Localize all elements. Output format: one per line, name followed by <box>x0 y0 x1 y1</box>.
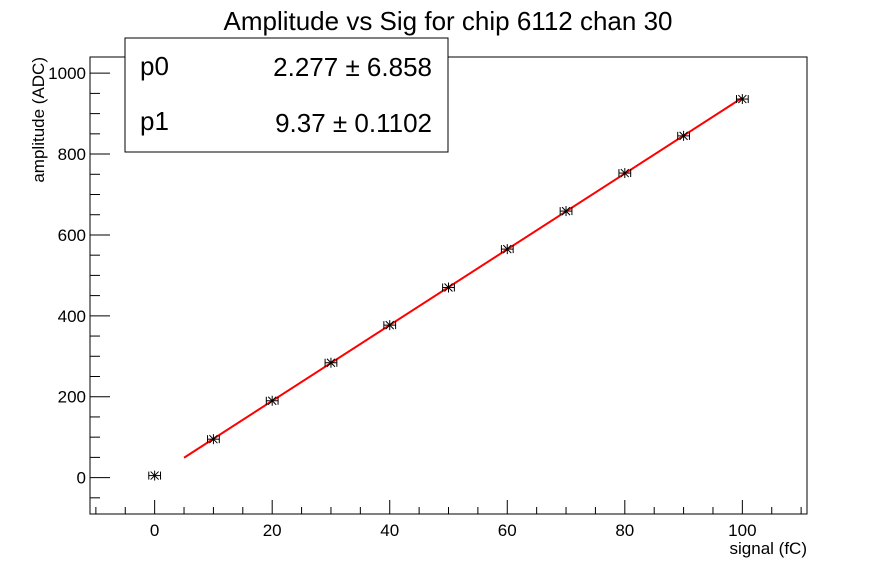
chart-title: Amplitude vs Sig for chip 6112 chan 30 <box>223 6 672 36</box>
data-point <box>500 244 514 255</box>
data-point <box>148 470 162 481</box>
data-point <box>383 320 397 331</box>
y-axis: 0 200 400 600 800 1000 <box>48 64 110 499</box>
data-point <box>618 168 632 179</box>
y-tick-label: 1000 <box>48 64 86 83</box>
fit-parameters-box: p0 2.277 ± 6.858 p1 9.37 ± 0.1102 <box>124 37 449 153</box>
data-point <box>207 434 220 445</box>
y-tick-label: 600 <box>58 226 86 245</box>
x-tick-label: 60 <box>498 521 517 540</box>
data-point <box>559 206 573 217</box>
data-point <box>265 395 279 406</box>
x-tick-label: 80 <box>615 521 634 540</box>
x-axis-title: signal (fC) <box>730 539 807 558</box>
y-tick-label: 200 <box>58 388 86 407</box>
data-point <box>442 282 455 293</box>
fit-param-p0-name: p0 <box>140 51 169 81</box>
y-tick-label: 400 <box>58 307 86 326</box>
data-point <box>324 357 338 368</box>
y-tick-label: 0 <box>77 469 86 488</box>
x-tick-label: 0 <box>150 521 159 540</box>
fit-param-p0-value: 2.277 ± 6.858 <box>273 52 432 82</box>
x-tick-label: 20 <box>263 521 282 540</box>
data-points <box>148 94 749 481</box>
x-tick-label: 100 <box>728 521 756 540</box>
x-axis: 0 20 40 60 80 100 <box>95 500 802 540</box>
data-point <box>735 94 749 105</box>
y-axis-title: amplitude (ADC) <box>29 57 48 183</box>
data-point <box>677 130 690 141</box>
y-tick-label: 800 <box>58 145 86 164</box>
fit-line <box>183 96 743 459</box>
fit-param-p1-name: p1 <box>140 106 169 136</box>
fit-param-p1-value: 9.37 ± 0.1102 <box>275 108 432 138</box>
x-tick-label: 40 <box>380 521 399 540</box>
